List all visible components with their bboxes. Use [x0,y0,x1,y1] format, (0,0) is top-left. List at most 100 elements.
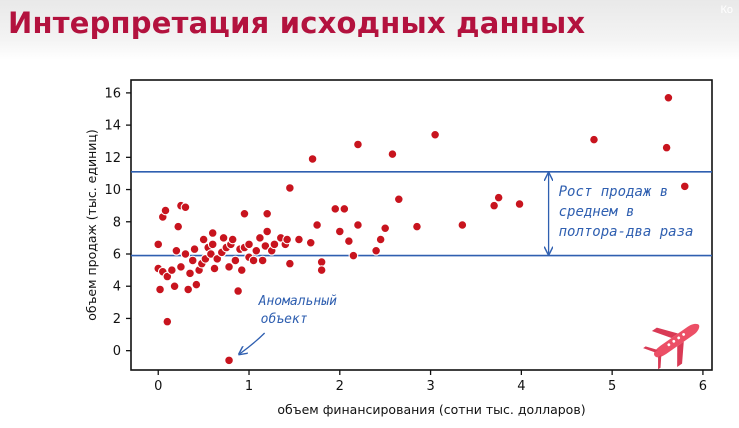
x-tick-label: 0 [154,379,162,394]
x-tick-label: 4 [517,379,525,394]
data-point [169,281,180,292]
data-point [371,245,381,256]
data-point [185,268,195,279]
data-point [334,226,345,237]
data-point [262,226,273,237]
data-point [251,245,262,256]
data-point [348,250,359,261]
data-point [248,255,259,266]
growth-annotation-text: полтора-два раза [559,224,694,240]
data-point [339,204,350,214]
data-point [375,234,386,245]
growth-annotation-text: Рост продаж в [559,184,669,200]
data-point [589,134,599,145]
anomaly-annotation-text: Аномальный [258,294,337,309]
data-point [189,244,200,255]
data-point [162,316,173,327]
data-point [663,92,674,103]
data-point [236,265,247,275]
anomaly-arrow [240,332,266,354]
data-point [160,205,171,216]
data-point [233,286,243,296]
data-point [162,271,173,282]
data-point [353,220,363,230]
x-tick-label: 2 [336,379,344,394]
data-point [244,239,254,250]
y-axis-label: объем продаж (тыс. единиц) [84,129,99,321]
data-point [167,265,177,275]
data-point [330,204,341,214]
data-point [255,233,265,243]
data-point [191,279,202,290]
anomaly-annotation-text: объект [261,312,308,327]
data-point [198,234,209,245]
data-point [180,202,191,213]
data-point [661,142,672,153]
data-point [218,233,229,243]
y-tick-label: 16 [104,86,121,101]
data-point [312,220,322,230]
data-point [262,208,273,219]
airplane-icon [643,323,700,370]
data-point [230,255,241,266]
data-point [239,208,250,219]
y-tick-label: 0 [113,344,121,359]
data-point [387,149,398,159]
y-tick-label: 8 [113,215,121,230]
x-tick-label: 6 [699,379,707,394]
data-point [257,255,268,266]
data-point [224,262,234,272]
data-point [307,154,318,164]
page-title: Интерпретация исходных данных [8,6,586,40]
data-point [430,129,440,140]
y-tick-label: 6 [113,248,121,263]
data-point [305,237,316,248]
data-point [212,253,223,264]
data-point [224,355,234,366]
data-point [176,262,186,272]
x-tick-label: 1 [245,379,253,394]
data-point [183,284,194,295]
data-point [353,139,363,150]
data-point [344,236,354,246]
data-point [282,234,292,245]
y-tick-label: 2 [113,312,121,327]
data-point [493,192,504,203]
x-axis-label: объем финансирования (сотни тыс. долларо… [277,402,585,417]
data-point [316,257,327,267]
x-tick-label: 3 [426,379,434,394]
data-point [187,255,198,266]
data-point [679,181,690,192]
data-point [207,228,218,238]
data-point [285,183,295,193]
growth-annotation-text: среднем в [559,204,635,220]
data-point [380,223,391,234]
data-point [285,258,295,269]
data-point [316,265,327,275]
data-point [155,284,165,295]
data-point [393,194,404,205]
plot-frame [130,79,713,371]
data-point [173,221,184,232]
data-point [489,200,499,211]
x-tick-label: 5 [608,379,616,394]
data-point [227,234,238,245]
data-point [457,220,468,230]
data-point [207,239,218,250]
data-point [171,245,182,256]
y-tick-label: 10 [104,183,121,198]
data-point [180,249,191,259]
y-tick-label: 14 [104,119,121,134]
data-point [514,199,525,209]
data-point [412,221,422,232]
data-point [206,249,216,259]
data-point [294,234,304,245]
y-tick-label: 4 [113,280,121,295]
data-point [153,239,164,250]
data-point [269,239,280,250]
corner-label: Ко [720,4,733,16]
data-point [209,263,220,274]
y-tick-label: 12 [104,151,121,166]
data-point [260,241,271,251]
